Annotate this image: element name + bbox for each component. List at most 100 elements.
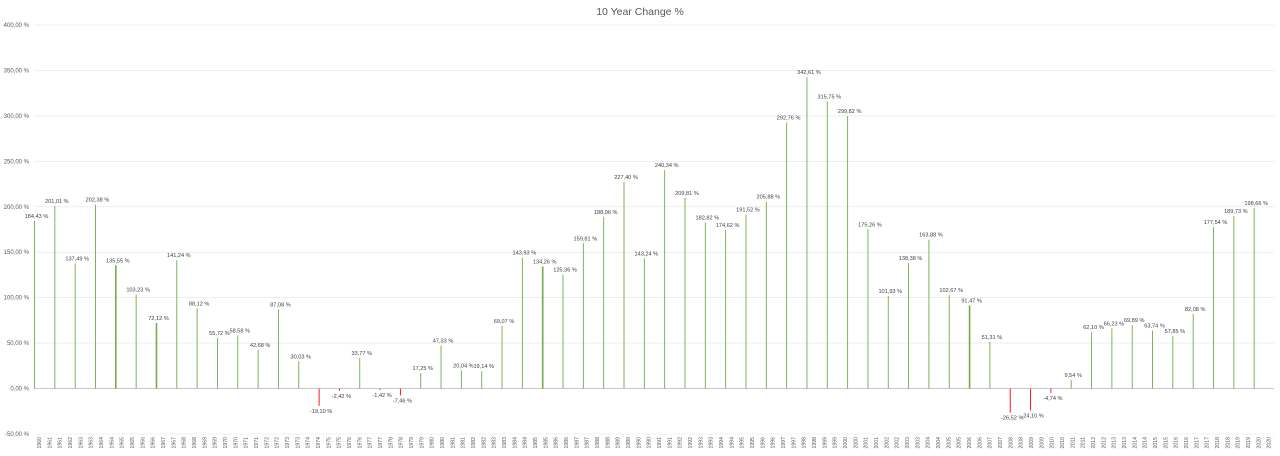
x-tick-label: 1997	[791, 437, 797, 449]
bar	[1131, 325, 1133, 389]
x-tick-label: 1981	[450, 437, 456, 449]
data-label: 47,33 %	[433, 339, 454, 345]
x-tick-label: 2018	[1215, 437, 1221, 449]
x-tick-label: 2004	[926, 437, 932, 449]
bar	[786, 122, 788, 389]
data-label: -2,42 %	[332, 394, 351, 400]
x-tick-label: 1978	[388, 437, 394, 449]
bar	[1253, 207, 1255, 389]
chart-title: 10 Year Change %	[596, 6, 684, 18]
x-tick-label: 1979	[419, 437, 425, 449]
x-tick-label: 2019	[1246, 437, 1252, 449]
x-tick-label: 1977	[378, 437, 384, 449]
x-tick-label: 1963	[78, 437, 84, 449]
x-tick-label: 1966	[151, 437, 157, 449]
x-tick-label: 2014	[1143, 437, 1149, 449]
data-label: 138,38 %	[899, 256, 923, 262]
x-tick-label: 1967	[171, 437, 177, 449]
bar	[237, 335, 239, 389]
data-label: 342,61 %	[797, 70, 821, 76]
y-tick-label: 200,00 %	[4, 205, 30, 211]
x-tick-label: 1983	[502, 437, 508, 449]
x-tick-label: 1994	[719, 437, 725, 449]
x-tick-label: 1990	[647, 437, 653, 449]
data-label: 9,54 %	[1065, 373, 1082, 379]
x-tick-label: 1986	[554, 437, 560, 449]
x-tick-label: 1971	[244, 437, 250, 449]
data-label: 315,75 %	[817, 95, 841, 101]
x-tick-label: 1992	[688, 437, 694, 449]
bar	[582, 243, 584, 389]
x-tick-label: 1984	[523, 437, 529, 449]
bar	[1111, 328, 1113, 389]
x-tick-label: 2000	[843, 437, 849, 449]
x-tick-label: 1999	[833, 437, 839, 449]
x-tick-label: 1972	[264, 437, 270, 449]
data-label: 72,12 %	[148, 316, 169, 322]
bar	[1091, 332, 1092, 389]
bar	[338, 388, 340, 391]
x-tick-label: 2017	[1205, 437, 1211, 449]
y-tick-label: 400,00 %	[4, 23, 30, 29]
x-tick-label: 1970	[223, 437, 229, 449]
y-axis-tick-labels: -50,00 % 0,00 % 50,00 % 100,00 % 150,00 % 200…	[4, 23, 30, 438]
x-tick-label: 1998	[802, 437, 808, 449]
x-tick-label: 2016	[1174, 437, 1180, 449]
data-label: 137,49 %	[65, 257, 89, 263]
x-tick-label: 1961	[47, 437, 53, 449]
x-tick-label: 1986	[564, 437, 570, 449]
x-tick-label: 2018	[1225, 437, 1231, 449]
x-tick-label: 2008	[1019, 437, 1025, 449]
x-tick-label: 1980	[440, 437, 446, 449]
data-label: 19,14 %	[473, 364, 494, 370]
x-tick-label: 2013	[1112, 437, 1118, 449]
bar	[643, 258, 645, 389]
y-tick-label: 50,00 %	[7, 341, 30, 347]
x-tick-label: 2002	[884, 437, 890, 449]
data-label: 240,34 %	[655, 163, 679, 169]
data-label: -4,74 %	[1043, 396, 1062, 402]
bar	[765, 201, 767, 389]
bar	[521, 257, 523, 389]
bar	[440, 345, 442, 389]
x-tick-label: 1985	[533, 437, 539, 449]
y-tick-label: -50,00 %	[5, 432, 30, 438]
data-label: 101,93 %	[878, 289, 902, 295]
x-tick-label: 1987	[585, 437, 591, 449]
x-tick-label: 1999	[822, 437, 828, 449]
x-tick-label: 1966	[140, 437, 146, 449]
x-tick-label: 2011	[1070, 437, 1076, 448]
bar	[481, 371, 483, 389]
bar	[54, 205, 56, 389]
bar	[1192, 313, 1194, 389]
x-tick-label: 1965	[120, 437, 126, 449]
x-axis-tick-labels: 1960 1961 1961 1962 1963 1963 1964 1964 1965 1965…	[37, 437, 1273, 449]
x-tick-label: 1972	[275, 437, 281, 449]
x-tick-label: 1964	[109, 437, 115, 449]
data-label: 42,68 %	[250, 343, 271, 349]
x-tick-label: 2000	[853, 437, 859, 449]
x-tick-label: 1991	[667, 437, 673, 449]
x-tick-label: 2014	[1132, 437, 1138, 449]
x-tick-label: 2020	[1267, 437, 1273, 449]
x-tick-label: 1994	[729, 437, 735, 449]
x-tick-label: 2007	[988, 437, 994, 449]
bar	[95, 204, 96, 389]
bar	[847, 116, 849, 389]
data-label: 135,55 %	[106, 258, 130, 264]
data-label: 134,26 %	[533, 260, 557, 266]
x-tick-label: 1993	[698, 437, 704, 449]
x-tick-label: 2016	[1184, 437, 1190, 449]
data-label: 102,67 %	[939, 288, 963, 294]
x-tick-label: 1974	[306, 437, 312, 449]
x-tick-label: 2015	[1163, 437, 1169, 449]
data-label: 202,38 %	[86, 198, 110, 204]
bar	[704, 222, 706, 389]
bar	[298, 361, 300, 389]
x-tick-label: 2001	[864, 437, 870, 449]
data-label: 88,12 %	[189, 301, 210, 307]
x-tick-label: 1979	[409, 437, 415, 449]
data-label: 62,10 %	[1083, 325, 1104, 331]
data-label: 227,40 %	[614, 175, 638, 181]
